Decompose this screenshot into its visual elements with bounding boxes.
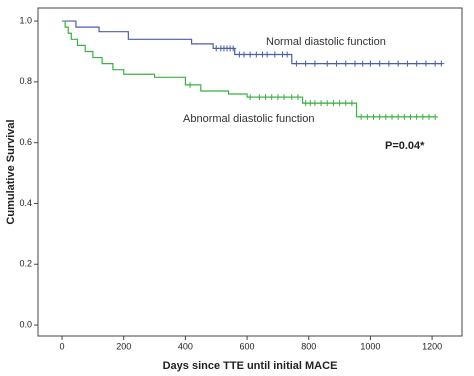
censor-mark (385, 60, 392, 67)
censor-mark (348, 100, 355, 107)
x-tick-label: 400 (178, 341, 193, 351)
censor-mark (294, 94, 301, 101)
censor-mark (438, 60, 445, 67)
censor-mark (288, 94, 295, 101)
x-tick-label: 800 (301, 341, 316, 351)
censor-mark (264, 51, 271, 58)
censor-mark (281, 94, 288, 101)
censor-mark (256, 94, 263, 101)
censor-mark (187, 81, 194, 88)
censor-mark (311, 60, 318, 67)
censor-mark (324, 60, 331, 67)
y-tick-label: 0.2 (19, 259, 32, 269)
censor-mark (376, 60, 383, 67)
censor-mark (367, 60, 374, 67)
censor-mark (318, 100, 325, 107)
censor-mark (432, 113, 439, 120)
censor-mark (336, 100, 343, 107)
censor-mark (342, 60, 349, 67)
x-tick-label: 0 (60, 341, 65, 351)
censor-mark (324, 100, 331, 107)
censor-mark (432, 60, 439, 67)
y-tick-label: 0.4 (19, 198, 32, 208)
censor-mark (364, 113, 371, 120)
censor-mark (407, 113, 414, 120)
censor-mark (284, 51, 291, 58)
censor-mark (351, 60, 358, 67)
censor-mark (302, 60, 309, 67)
x-tick-label: 1000 (360, 341, 380, 351)
censor-mark (376, 113, 383, 120)
censor-mark (395, 113, 402, 120)
censor-mark (247, 94, 254, 101)
censor-mark (358, 113, 365, 120)
censor-mark (382, 113, 389, 120)
y-tick-label: 0.6 (19, 137, 32, 147)
censor-mark (370, 113, 377, 120)
censor-mark (404, 60, 411, 67)
y-tick-label: 1.0 (19, 15, 32, 25)
censor-mark (293, 60, 300, 67)
censor-mark (311, 100, 318, 107)
censor-mark (401, 113, 408, 120)
censor-mark (247, 51, 254, 58)
censor-mark (359, 60, 366, 67)
censor-mark (342, 100, 349, 107)
annotation: Normal diastolic function (266, 36, 386, 48)
censor-mark (389, 113, 396, 120)
censor-mark (253, 51, 260, 58)
censor-mark (395, 60, 402, 67)
plot-frame (37, 7, 463, 337)
annotation: Abnormal diastolic function (183, 113, 314, 125)
annotation: P=0.04* (385, 140, 425, 152)
y-tick-label: 0.8 (19, 76, 32, 86)
censor-mark (240, 51, 247, 58)
censor-mark (426, 113, 433, 120)
x-tick-label: 200 (116, 341, 131, 351)
censor-mark (230, 45, 237, 52)
survival-curve (62, 20, 436, 118)
x-axis-label: Days since TTE until initial MACE (163, 360, 338, 372)
censor-mark (413, 113, 420, 120)
x-tick-label: 1200 (422, 341, 442, 351)
censor-mark (330, 100, 337, 107)
censor-mark (413, 60, 420, 67)
y-tick-label: 0.0 (19, 319, 32, 329)
censor-mark (271, 51, 278, 58)
censor-mark (333, 60, 340, 67)
censor-mark (268, 94, 275, 101)
censor-mark (262, 94, 269, 101)
censor-mark (422, 60, 429, 67)
y-axis-label: Cumulative Survival (5, 119, 17, 224)
censor-mark (274, 94, 281, 101)
censor-mark (419, 113, 426, 120)
x-tick-label: 600 (240, 341, 255, 351)
